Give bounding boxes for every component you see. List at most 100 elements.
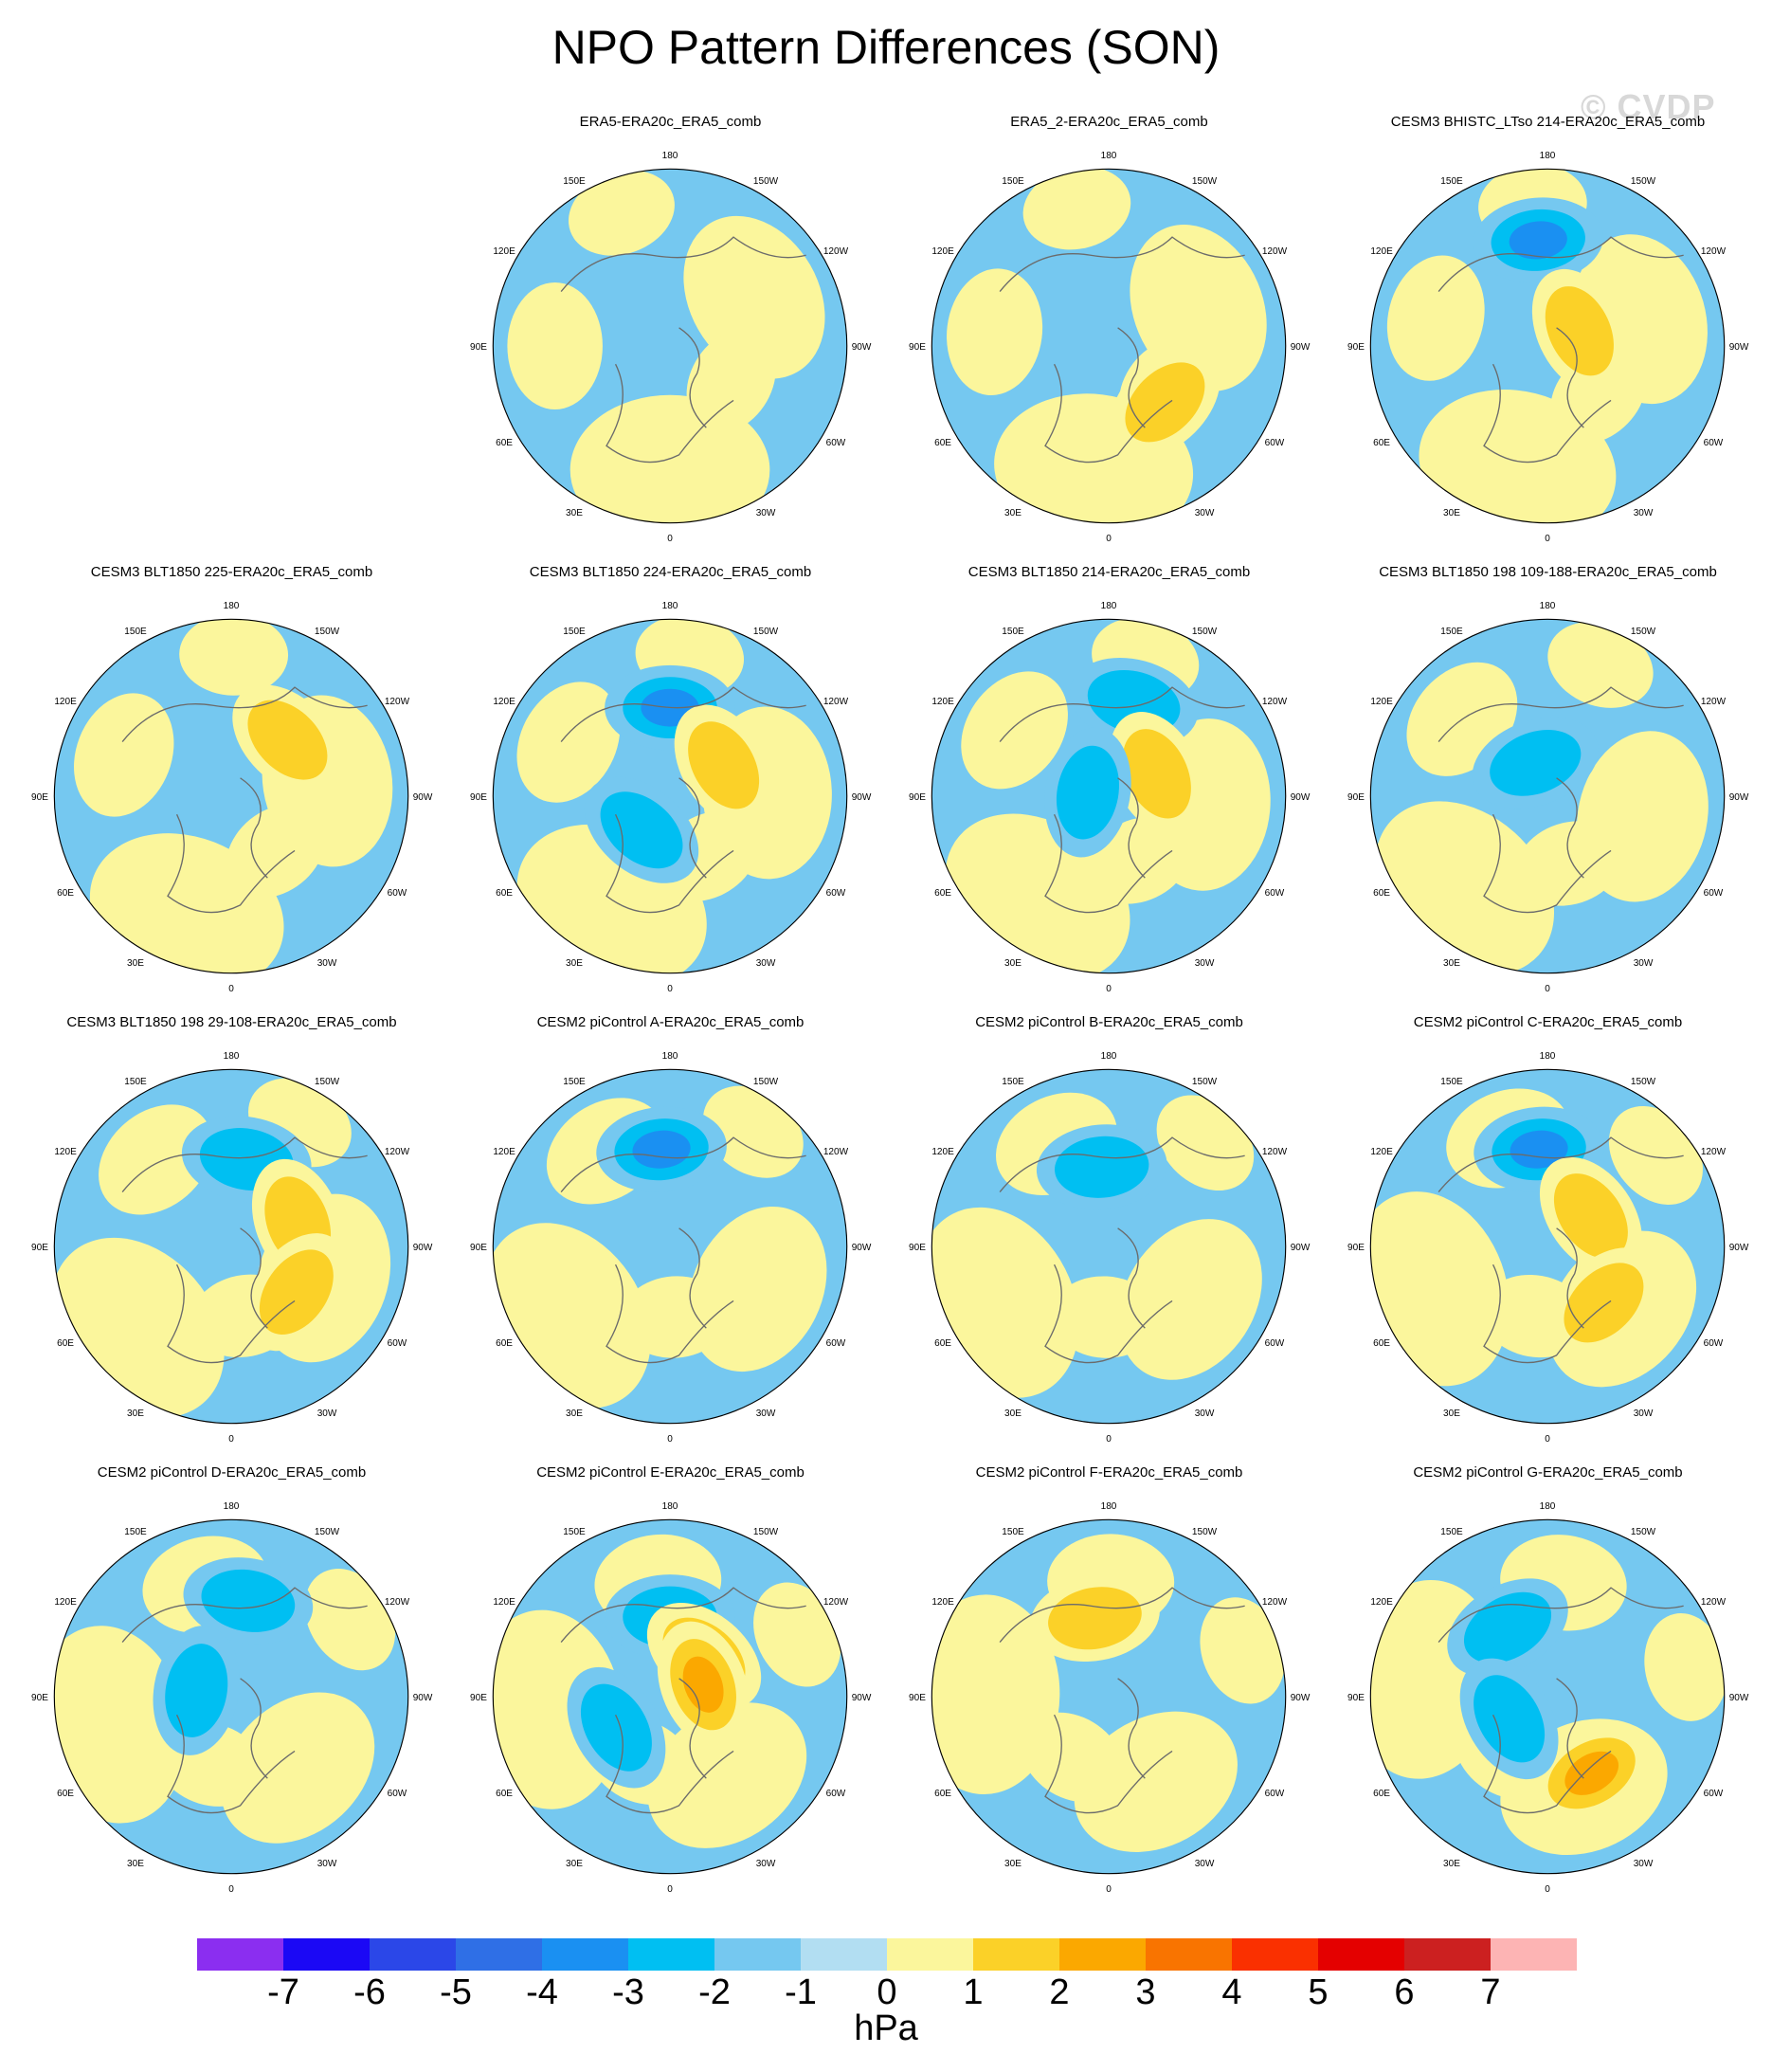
longitude-label: 30W — [1195, 1409, 1215, 1419]
positive-anomaly-field — [493, 1609, 623, 1809]
map-panel: CESM3 BLT1850 198 29-108-ERA20c_ERA5_com… — [11, 1014, 452, 1460]
negative-anomaly-centre — [632, 1130, 691, 1169]
colorbar-swatch — [370, 1938, 456, 1971]
longitude-label: 60W — [388, 1789, 407, 1799]
longitude-label: 150E — [563, 627, 586, 637]
polar-map: 180 150E 120E 90E 60E 30E 0 30W 60W 90W 120W 150W — [470, 1051, 872, 1445]
map-panel: ERA5_2-ERA20c_ERA5_comb 180 150E 120E 90E 60E… — [889, 114, 1329, 559]
polar-map: 180 150E 120E 90E 60E 30E 0 30W 60W 90W 120W 150W — [1347, 1051, 1749, 1445]
coastline — [1437, 686, 1684, 914]
longitude-label: 30W — [317, 1409, 337, 1419]
longitude-label: 150W — [753, 1077, 779, 1087]
longitude-label: 90W — [852, 1693, 872, 1703]
coastline — [999, 1136, 1245, 1364]
longitude-label: 60W — [1265, 438, 1285, 448]
longitude-label: 0 — [228, 1884, 234, 1895]
longitude-label: 90E — [909, 1243, 926, 1253]
coastline — [560, 1136, 806, 1364]
longitude-label: 90E — [909, 1693, 926, 1703]
negative-anomaly-centre — [1463, 1591, 1552, 1663]
negative-anomaly-centre — [580, 1683, 652, 1772]
panel-title: CESM2 piControl C-ERA20c_ERA5_comb — [1413, 1014, 1683, 1030]
map-boundary — [492, 168, 848, 524]
longitude-label: 180 — [1540, 151, 1556, 161]
map-panel: CESM3 BLT1850 214-ERA20c_ERA5_comb 180 150… — [889, 564, 1329, 1009]
colorbar-swatch — [1232, 1938, 1318, 1971]
colorbar-swatch — [1404, 1938, 1491, 1971]
longitude-label: 150W — [1192, 1527, 1218, 1537]
colorbar-tick-label: -1 — [785, 1972, 817, 2012]
colorbar-tick-label: 2 — [1049, 1972, 1070, 2012]
longitude-label: 150W — [1631, 176, 1656, 187]
longitude-label: 30W — [756, 508, 776, 518]
positive-anomaly-field — [702, 1085, 804, 1178]
polar-map: 180 150E 120E 90E 60E 30E 0 30W 60W 90W 120W 150W — [31, 601, 433, 994]
positive-anomaly-centre — [1048, 1587, 1142, 1650]
longitude-label: 90E — [1347, 1693, 1365, 1703]
coastline — [560, 686, 806, 914]
map-panel: CESM2 piControl G-ERA20c_ERA5_comb 180 150… — [1328, 1464, 1768, 1910]
negative-anomaly-centre — [600, 791, 683, 869]
longitude-label: 30W — [1195, 1859, 1215, 1869]
longitude-label: 90W — [1291, 792, 1311, 803]
longitude-label: 0 — [1545, 1884, 1550, 1895]
longitude-label: 120W — [1262, 1597, 1288, 1608]
longitude-label: 30E — [127, 1409, 144, 1419]
colorbar-swatch — [887, 1938, 973, 1971]
coastline — [999, 236, 1245, 463]
longitude-label: 120E — [493, 697, 515, 707]
positive-anomaly-field — [516, 682, 621, 803]
coastline — [999, 1587, 1245, 1814]
longitude-label: 120E — [54, 1597, 77, 1608]
longitude-label: 30W — [1634, 1409, 1654, 1419]
longitude-label: 120W — [1701, 1147, 1727, 1157]
colorbar-tick-label: -6 — [353, 1972, 386, 2012]
coastline — [1437, 1136, 1684, 1364]
panel-title: ERA5-ERA20c_ERA5_comb — [579, 114, 762, 130]
longitude-label: 180 — [1540, 601, 1556, 611]
longitude-label: 0 — [667, 534, 673, 544]
longitude-label: 120E — [1370, 246, 1393, 257]
colorbar-tick-label: 1 — [963, 1972, 984, 2012]
longitude-label: 90W — [413, 1243, 433, 1253]
positive-anomaly-field — [686, 330, 776, 433]
longitude-label: 120W — [385, 1147, 410, 1157]
longitude-label: 60E — [496, 1789, 513, 1799]
positive-anomaly-field — [961, 671, 1068, 790]
positive-anomaly-centre — [688, 721, 760, 809]
panel-title: CESM2 piControl G-ERA20c_ERA5_comb — [1413, 1464, 1683, 1481]
longitude-label: 120E — [493, 1147, 515, 1157]
coastline — [999, 686, 1245, 914]
longitude-label: 90W — [413, 792, 433, 803]
negative-anomaly-centre — [1510, 1130, 1568, 1169]
longitude-label: 120W — [823, 1597, 849, 1608]
longitude-label: 30E — [566, 508, 583, 518]
longitude-label: 150W — [753, 176, 779, 187]
map-panel: CESM2 piControl D-ERA20c_ERA5_comb 180 150… — [11, 1464, 452, 1910]
longitude-label: 180 — [662, 1501, 678, 1512]
panel-title: CESM2 piControl D-ERA20c_ERA5_comb — [97, 1464, 367, 1481]
colorbar-swatch — [1146, 1938, 1232, 1971]
polar-map: 180 150E 120E 90E 60E 30E 0 30W 60W 90W 120W 150W — [909, 601, 1311, 994]
map-panel: CESM2 piControl B-ERA20c_ERA5_comb 180 150… — [889, 1014, 1329, 1460]
map-panel: CESM3 BLT1850 224-ERA20c_ERA5_comb 180 150… — [450, 564, 891, 1009]
longitude-label: 60E — [934, 1789, 951, 1799]
longitude-label: 90W — [1729, 342, 1749, 353]
map-panel: CESM2 piControl A-ERA20c_ERA5_comb 180 150… — [450, 1014, 891, 1460]
longitude-label: 60W — [826, 888, 846, 899]
longitude-label: 90E — [31, 792, 48, 803]
longitude-label: 180 — [224, 1051, 240, 1062]
longitude-label: 120E — [54, 1147, 77, 1157]
polar-map: 180 150E 120E 90E 60E 30E 0 30W 60W 90W 120W 150W — [1347, 1501, 1749, 1895]
positive-anomaly-field — [304, 1569, 396, 1671]
map-boundary — [53, 1068, 409, 1425]
panel-title: CESM2 piControl F-ERA20c_ERA5_comb — [975, 1464, 1243, 1481]
polar-map: 180 150E 120E 90E 60E 30E 0 30W 60W 90W 120W 150W — [1347, 601, 1749, 994]
longitude-label: 0 — [1545, 984, 1550, 994]
positive-anomaly-centre — [1564, 1751, 1619, 1795]
longitude-label: 120E — [1370, 697, 1393, 707]
positive-anomaly-centre — [682, 1656, 724, 1713]
colorbar-swatch — [1059, 1938, 1146, 1971]
longitude-label: 30E — [1004, 508, 1022, 518]
positive-anomaly-field — [568, 170, 675, 256]
